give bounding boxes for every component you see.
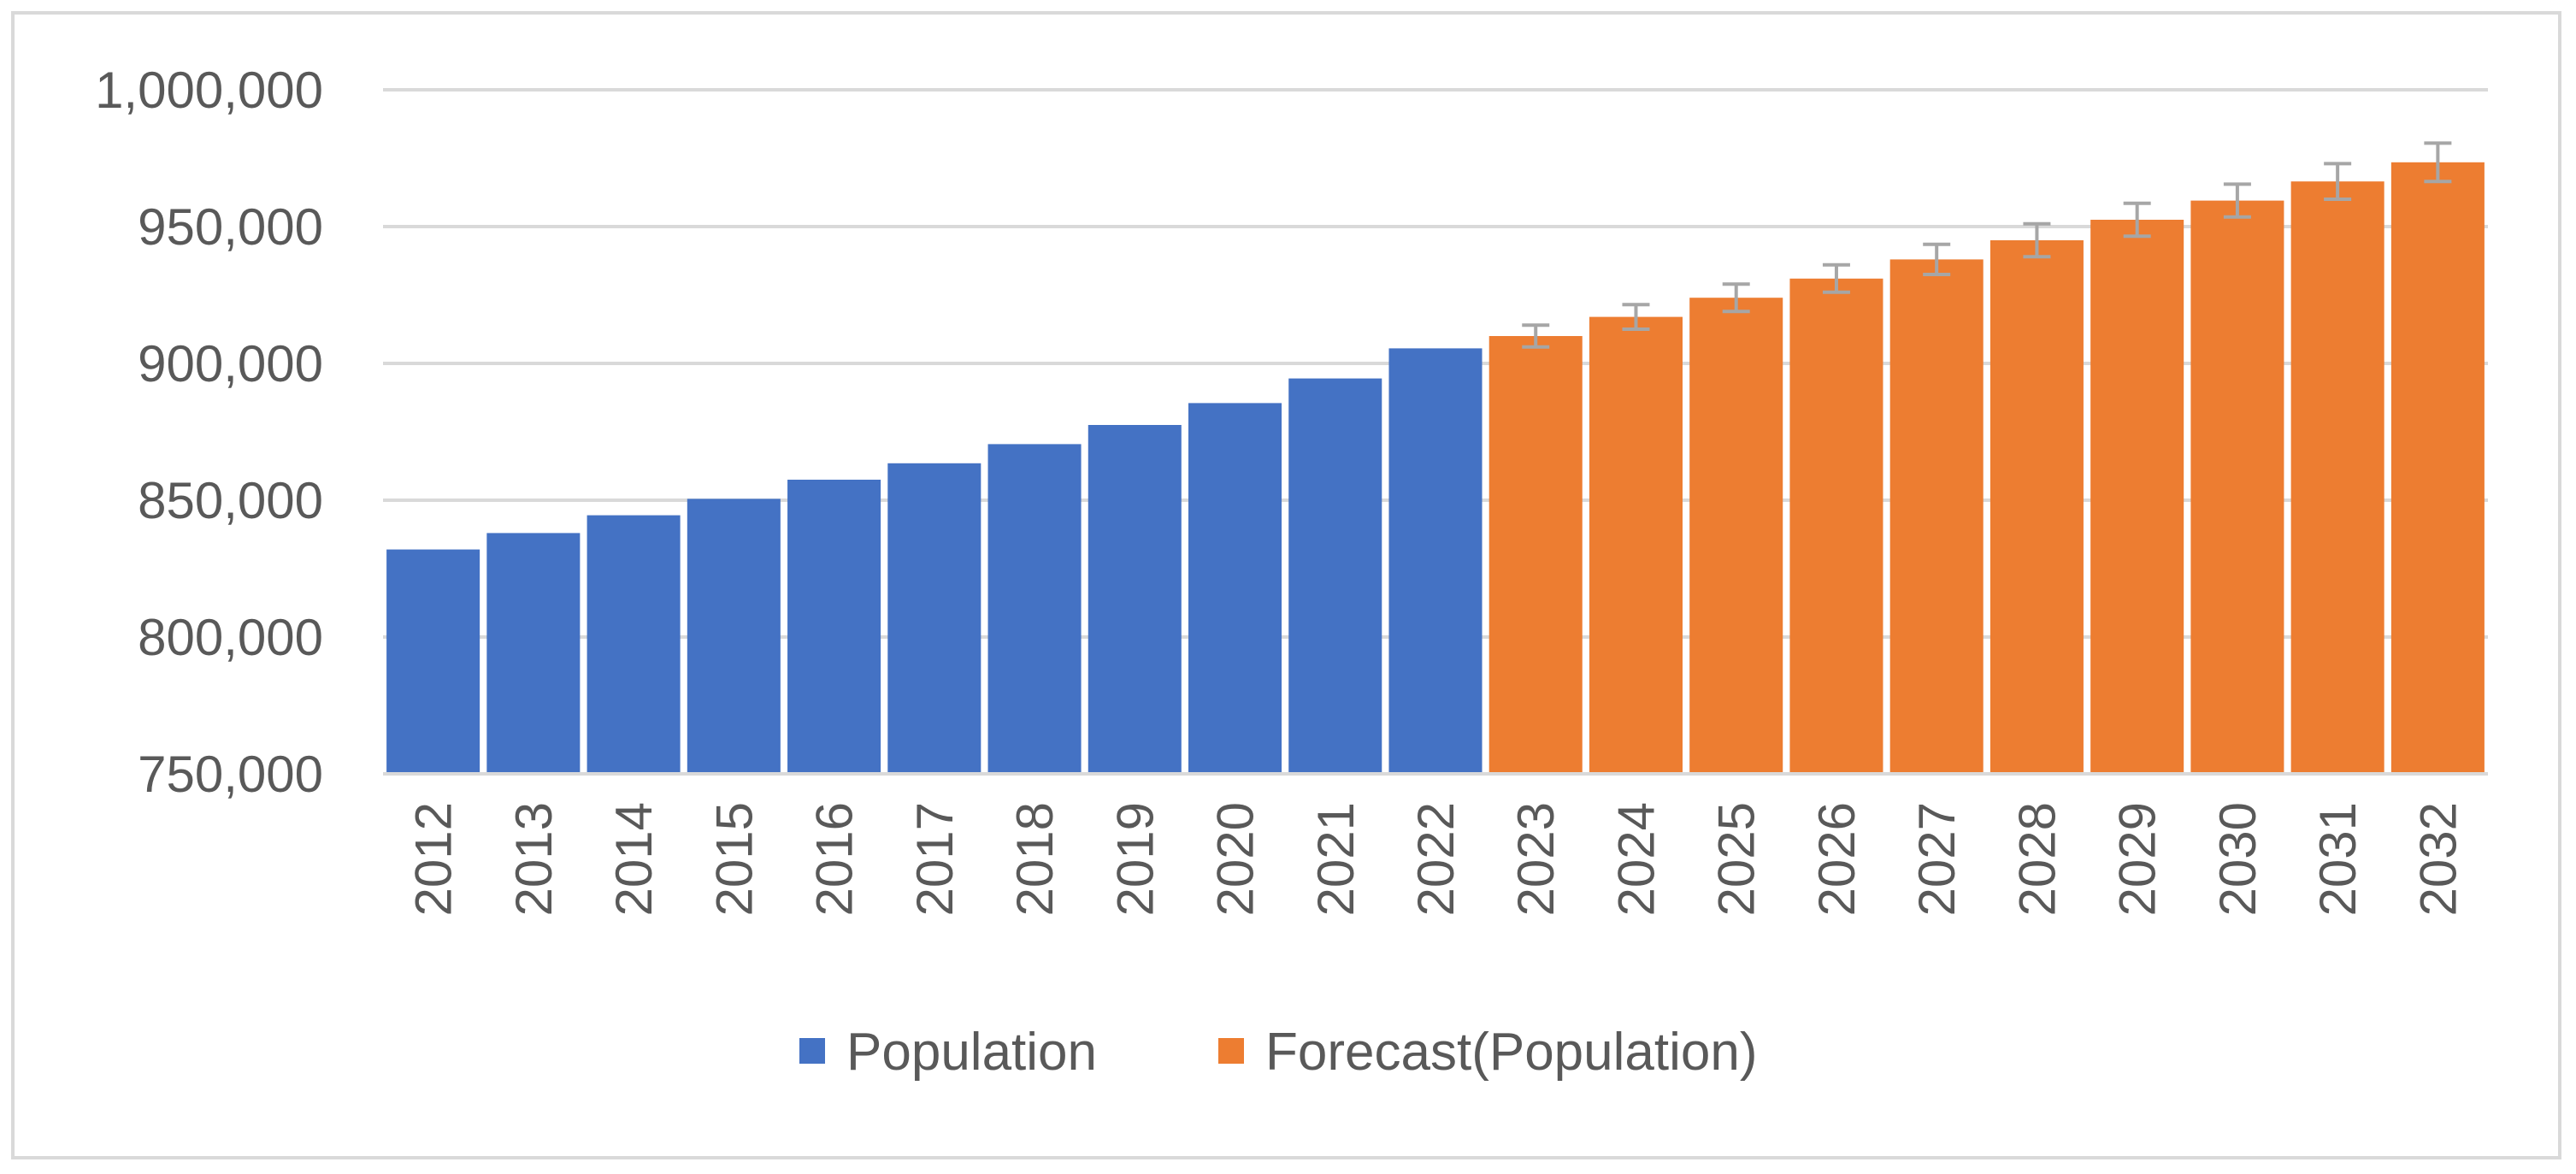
x-axis-tick-labels: 2012 2013 2014 2015 2016 2017 2018 2019 2020 2021…	[405, 802, 2467, 916]
bar-2017	[887, 463, 981, 774]
y-tick-label: 800,000	[138, 609, 323, 666]
x-tick-label-2016: 2016	[806, 802, 864, 916]
bar-2012	[386, 549, 480, 774]
legend-swatch-population	[799, 1038, 825, 1064]
bar-2023	[1488, 336, 1583, 774]
legend-swatch-forecast	[1218, 1038, 1244, 1064]
bar-2032	[2390, 162, 2485, 775]
x-tick-label-2025: 2025	[1708, 802, 1765, 916]
bar-2015	[687, 499, 781, 774]
x-tick-label-2014: 2014	[605, 802, 663, 916]
error-bar-2028	[2023, 221, 2051, 259]
error-bar-2023	[1522, 323, 1550, 349]
legend-label-forecast: Forecast(Population)	[1265, 1023, 1758, 1082]
bar-2029	[2090, 220, 2184, 774]
x-tick-label-2032: 2032	[2409, 802, 2467, 916]
x-tick-label-2018: 2018	[1006, 802, 1064, 916]
y-tick-label: 750,000	[138, 746, 323, 803]
legend-label-population: Population	[846, 1023, 1097, 1082]
x-tick-label-2031: 2031	[2309, 802, 2367, 916]
x-tick-label-2013: 2013	[505, 802, 563, 916]
bar-2026	[1789, 278, 1883, 774]
bar-2027	[1889, 259, 1984, 774]
bar-2025	[1689, 298, 1783, 774]
x-tick-label-2020: 2020	[1207, 802, 1264, 916]
bars	[386, 162, 2485, 775]
y-tick-label: 900,000	[138, 335, 323, 392]
bar-2020	[1188, 403, 1282, 774]
bar-2019	[1088, 425, 1182, 774]
error-bar-2032	[2424, 141, 2452, 184]
y-tick-label: 850,000	[138, 472, 323, 529]
legend: Population Forecast(Population)	[799, 1023, 1758, 1082]
bar-2016	[787, 480, 881, 774]
x-tick-label-2022: 2022	[1407, 802, 1465, 916]
bar-2021	[1288, 378, 1382, 774]
x-tick-label-2024: 2024	[1607, 802, 1665, 916]
x-tick-label-2030: 2030	[2209, 802, 2267, 916]
error-bar-2029	[2123, 201, 2151, 239]
x-tick-label-2019: 2019	[1106, 802, 1164, 916]
error-bars	[1522, 141, 2452, 349]
x-tick-label-2023: 2023	[1507, 802, 1565, 916]
bar-2013	[486, 533, 581, 774]
bar-2014	[587, 515, 681, 774]
bar-2031	[2290, 181, 2384, 774]
bar-2018	[987, 444, 1082, 774]
error-bar-2030	[2223, 182, 2251, 219]
x-tick-label-2021: 2021	[1307, 802, 1365, 916]
y-axis-tick-labels: 750,000 800,000 850,000 900,000 950,000 1,000…	[95, 62, 323, 803]
bar-2028	[1989, 240, 2084, 774]
x-tick-label-2028: 2028	[2008, 802, 2066, 916]
error-bar-2031	[2324, 162, 2352, 201]
y-tick-label: 1,000,000	[95, 62, 323, 119]
x-tick-label-2029: 2029	[2109, 802, 2166, 916]
bar-2030	[2190, 200, 2284, 775]
y-tick-label: 950,000	[138, 198, 323, 256]
error-bar-2025	[1722, 282, 1750, 314]
x-tick-label-2017: 2017	[906, 802, 964, 916]
x-tick-label-2027: 2027	[1908, 802, 1966, 916]
error-bar-2024	[1622, 303, 1650, 331]
error-bar-2027	[1923, 242, 1951, 276]
x-tick-label-2012: 2012	[405, 802, 463, 916]
x-tick-label-2015: 2015	[705, 802, 763, 916]
x-tick-label-2026: 2026	[1808, 802, 1866, 916]
bar-2022	[1388, 348, 1483, 774]
bar-2024	[1589, 316, 1683, 775]
error-bar-2026	[1822, 263, 1850, 294]
